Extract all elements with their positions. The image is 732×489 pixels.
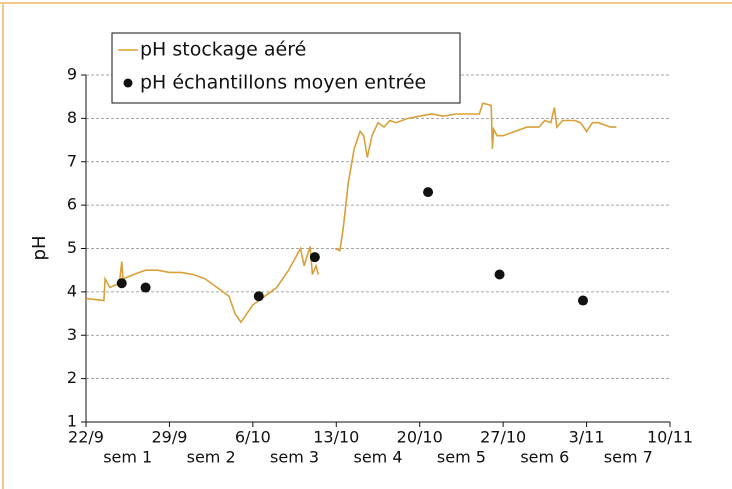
y-tick-label: 5 [67,238,77,257]
x-tick-label: 22/9 [68,428,104,447]
data-point [140,282,151,293]
data-point [309,252,320,263]
week-label: sem 6 [520,448,569,467]
data-point [253,291,264,302]
week-label: sem 1 [103,448,152,467]
legend-swatch [123,78,133,88]
week-label: sem 3 [270,448,319,467]
legend-box [111,32,461,104]
data-point [116,278,127,289]
week-label: sem 7 [604,448,653,467]
y-tick-label: 4 [67,281,77,300]
x-tick-label: 3/11 [569,428,605,447]
data-line [85,102,617,324]
data-point [577,295,588,306]
x-tick-label: 6/10 [235,428,271,447]
data-point [423,187,434,198]
y-tick-label: 6 [67,195,77,214]
y-tick-label: 7 [67,151,77,170]
y-tick-label: 9 [67,65,77,84]
week-label: sem 5 [437,448,486,467]
y-axis-label: pH [29,236,50,261]
week-label: sem 4 [353,448,402,467]
x-tick-label: 27/10 [480,428,526,447]
x-tick-label: 13/10 [313,428,359,447]
legend-label: pH échantillons moyen entrée [140,72,426,94]
y-tick-label: 8 [67,108,77,127]
y-tick-label: 3 [67,325,77,344]
week-label: sem 2 [187,448,236,467]
data-point [494,269,505,280]
x-tick-label: 29/9 [151,428,187,447]
x-tick-label: 10/11 [647,428,693,447]
y-tick-label: 1 [67,412,77,431]
y-tick-label: 2 [67,368,77,387]
legend-label: pH stockage aéré [140,39,306,61]
x-tick-label: 20/10 [397,428,443,447]
